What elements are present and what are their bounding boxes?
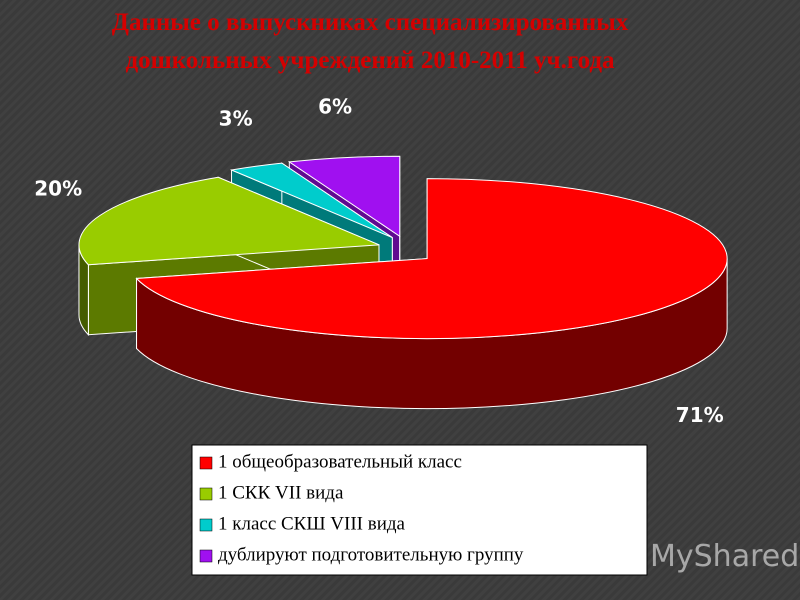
slice-top [135,178,728,340]
legend-label: дублируют подготовительную группу [218,544,524,565]
slice-top [287,155,401,238]
data-label: 71% [676,403,724,427]
data-label: 20% [34,177,82,201]
data-label: 6% [318,94,352,118]
watermark: MyShared [650,539,799,574]
data-label: 3% [219,107,253,131]
slice-top [229,162,393,238]
slice-top [78,176,380,266]
legend-label: 1 общеобразовательный класс [218,451,462,472]
chart-title: Данные о выпускниках специализированных … [111,9,629,74]
pie-slice [135,178,728,410]
legend-label: 1 СКК VII вида [218,482,344,503]
legend-swatch [199,518,213,532]
legend-swatch [199,487,213,501]
legend-box [191,444,648,576]
legend-label: 1 класс СКШ VIII вида [218,513,406,534]
legend-swatch [199,456,213,470]
legend-swatch [199,549,213,563]
